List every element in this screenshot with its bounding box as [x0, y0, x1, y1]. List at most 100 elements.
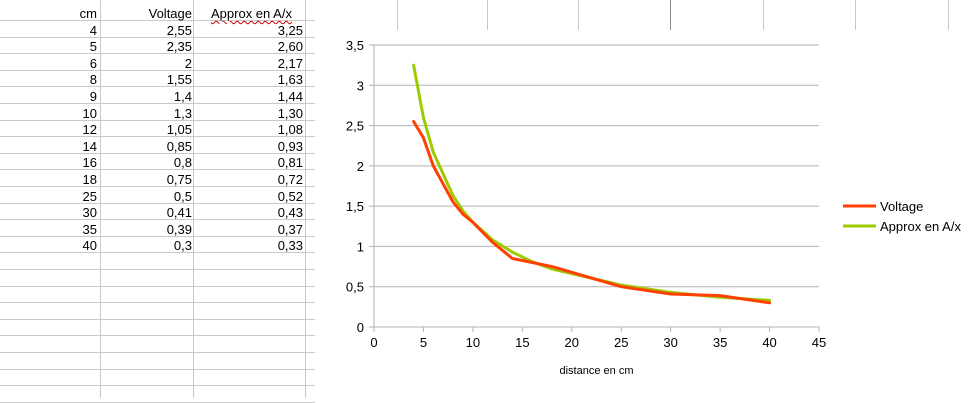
grid-row-line [0, 252, 315, 254]
y-tick-label: 0,5 [346, 280, 364, 295]
table-cell[interactable]: 0,81 [277, 155, 303, 171]
table-cell[interactable]: 6 [89, 55, 97, 71]
table-cell[interactable]: 1,08 [277, 122, 303, 138]
table-cell[interactable]: 0,33 [277, 238, 303, 254]
table-cell[interactable]: 1,55 [166, 72, 192, 88]
table-cell[interactable]: 1,30 [277, 105, 303, 121]
table-cell[interactable]: 30 [82, 205, 97, 221]
x-tick-label: 35 [713, 335, 727, 350]
table-cell[interactable]: 0,72 [277, 172, 303, 187]
table-cell[interactable]: 0,52 [277, 188, 303, 204]
table-cell[interactable]: 0,41 [166, 205, 192, 221]
x-tick-label: 0 [370, 335, 377, 350]
grid-row-line [0, 136, 315, 138]
table-cell[interactable]: 35 [82, 221, 97, 237]
grid-column-line [487, 0, 488, 30]
grid-column-line [305, 0, 306, 398]
grid-column-line [578, 0, 579, 30]
table-cell[interactable]: 12 [82, 122, 97, 138]
grid-column-line [193, 0, 194, 398]
grid-row-line [0, 269, 315, 270]
table-cell[interactable]: 2,60 [277, 39, 303, 55]
legend-label: Approx en A/x [880, 219, 961, 234]
y-tick-label: 2,5 [346, 119, 364, 134]
grid-row-line [0, 152, 315, 154]
grid-column-line [100, 0, 101, 398]
table-cell[interactable]: 1,4 [173, 89, 192, 104]
table-cell[interactable]: 8 [89, 72, 97, 88]
table-cell[interactable]: 0,93 [277, 138, 303, 154]
table-cell[interactable]: 4 [89, 22, 97, 38]
table-cell[interactable]: 0,37 [277, 221, 303, 237]
x-tick-label: 5 [420, 335, 427, 350]
x-tick-label: 10 [466, 335, 480, 350]
table-cell[interactable]: 0,3 [173, 238, 192, 254]
table-cell[interactable]: 5 [89, 39, 97, 55]
grid-row-line [0, 119, 315, 121]
table-cell[interactable]: 10 [82, 105, 97, 121]
x-tick-label: 25 [614, 335, 628, 350]
table-cell[interactable]: 0,5 [173, 188, 192, 204]
grid-row-line [0, 103, 315, 104]
y-tick-label: 2 [357, 159, 364, 174]
table-cell[interactable]: 1,05 [166, 122, 192, 138]
table-cell[interactable]: 2,35 [166, 39, 192, 55]
x-tick-label: 15 [515, 335, 529, 350]
grid-row-line [0, 69, 315, 71]
table-cell[interactable]: 9 [89, 89, 97, 104]
x-axis-title: distance en cm [560, 365, 634, 377]
x-tick-label: 40 [762, 335, 776, 350]
chart-gridlines [374, 44, 819, 288]
header-voltage[interactable]: Voltage [148, 6, 192, 21]
table-cell[interactable]: 0,75 [166, 172, 192, 187]
grid-row-line [0, 219, 315, 221]
grid-row-line [0, 368, 315, 370]
grid-row-line [0, 36, 315, 38]
table-cell[interactable]: 0,43 [277, 205, 303, 221]
grid-row-line [0, 235, 315, 237]
table-cell[interactable]: 1,44 [277, 89, 303, 104]
grid-row-line [0, 20, 315, 21]
grid-column-line [855, 0, 856, 30]
grid-row-line [0, 169, 315, 171]
table-cell[interactable]: 2,17 [277, 55, 303, 71]
grid-row-line [0, 385, 315, 387]
series-line-approx [412, 63, 772, 302]
grid-row-line [0, 186, 315, 187]
grid-column-line [763, 0, 764, 30]
y-tick-label: 3,5 [346, 38, 364, 53]
grid-row-line [0, 53, 315, 55]
table-cell[interactable]: 1,3 [173, 105, 192, 121]
table-cell[interactable]: 25 [82, 188, 97, 204]
x-tick-label: 20 [565, 335, 579, 350]
table-cell[interactable]: 40 [82, 238, 97, 254]
chart-tick-labels: 0 0,5 1 1,5 2 2,5 3 3,5 0 5 10 15 20 25 30 35 40 45 [346, 38, 826, 350]
grid-row-line [0, 352, 315, 353]
header-cm[interactable]: cm [79, 6, 97, 21]
table-cell[interactable]: 2 [184, 55, 192, 71]
table-cell[interactable]: 3,25 [277, 22, 303, 38]
table-cell[interactable]: 14 [82, 138, 97, 154]
grid-row-line [0, 202, 315, 204]
header-approx[interactable]: Approx en A/x [211, 6, 292, 21]
chart-series [412, 63, 772, 305]
y-tick-label: 3 [357, 78, 364, 93]
table-cell[interactable]: 18 [82, 172, 97, 187]
x-tick-label: 45 [812, 335, 826, 350]
grid-row-line [0, 318, 315, 320]
table-cell[interactable]: 0,85 [166, 138, 192, 154]
table-cell[interactable]: 1,63 [277, 72, 303, 88]
chart-legend: Voltage Approx en A/x [843, 199, 961, 234]
legend-label: Voltage [880, 199, 923, 214]
table-cell[interactable]: 0,8 [173, 155, 192, 171]
table-cell[interactable]: 0,39 [166, 221, 192, 237]
y-tick-label: 0 [357, 320, 364, 335]
grid-row-line [0, 285, 315, 287]
table-cell[interactable]: 16 [82, 155, 97, 171]
series-line-voltage [412, 120, 772, 305]
x-tick-label: 30 [663, 335, 677, 350]
grid-row-line [0, 335, 315, 337]
y-tick-label: 1 [357, 239, 364, 254]
grid-column-line [670, 0, 671, 30]
table-cell[interactable]: 2,55 [166, 22, 192, 38]
